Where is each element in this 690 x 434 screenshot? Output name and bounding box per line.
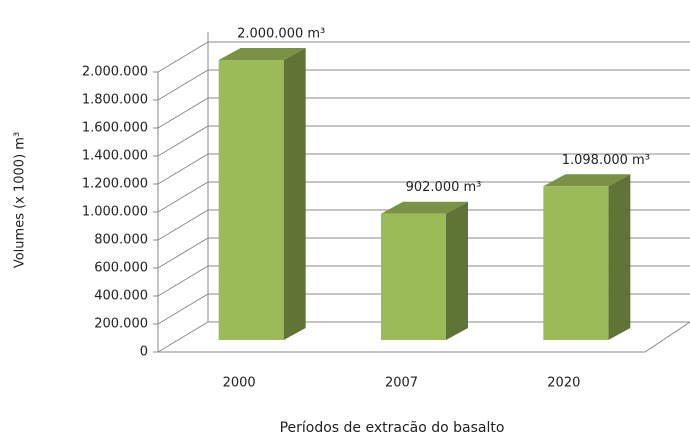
bar-side <box>283 48 306 340</box>
grid-line <box>157 97 690 129</box>
bar-side <box>446 201 468 340</box>
y-tick-label: 2.000.000 <box>82 65 148 80</box>
y-tick-label: 1.800.000 <box>82 93 148 108</box>
y-tick-label: 800.000 <box>94 233 148 248</box>
y-axis-title: Volumes (x 1000) m³ <box>13 132 28 268</box>
grid-line <box>157 265 690 297</box>
x-axis-title: Períodos de extracão do basalto <box>280 420 505 434</box>
grid-line <box>157 125 690 157</box>
x-tick-label: 2000 <box>223 376 256 391</box>
y-tick-label: 1.600.000 <box>82 121 148 136</box>
grid-line <box>157 69 690 101</box>
grid-line <box>157 181 690 213</box>
grid-line <box>157 321 690 353</box>
bar <box>381 213 446 340</box>
y-tick-label: 600.000 <box>94 261 148 276</box>
bar <box>218 60 284 340</box>
bar <box>543 186 609 340</box>
x-tick-label: 2020 <box>547 376 580 391</box>
grid-line <box>157 237 690 269</box>
grid-line <box>157 41 690 73</box>
y-tick-label: 400.000 <box>94 289 148 304</box>
y-tick-label: 1.400.000 <box>82 149 148 164</box>
grid-line <box>157 153 690 185</box>
y-tick-label: 1.200.000 <box>82 177 148 192</box>
floor-edge <box>158 321 690 353</box>
grid-line <box>157 293 690 325</box>
data-label: 2.000.000 m³ <box>237 27 325 42</box>
bar-top <box>381 201 468 214</box>
bar-side <box>608 174 631 340</box>
grid-line <box>157 209 690 241</box>
bar-top <box>218 48 306 60</box>
data-label: 1.098.000 m³ <box>562 153 650 168</box>
bar-top <box>543 174 631 187</box>
data-label: 902.000 m³ <box>406 180 482 195</box>
y-tick-label: 200.000 <box>94 317 148 332</box>
y-tick-label: 0 <box>140 345 148 360</box>
x-tick-label: 2007 <box>385 376 418 391</box>
y-tick-label: 1.000.000 <box>82 205 148 220</box>
